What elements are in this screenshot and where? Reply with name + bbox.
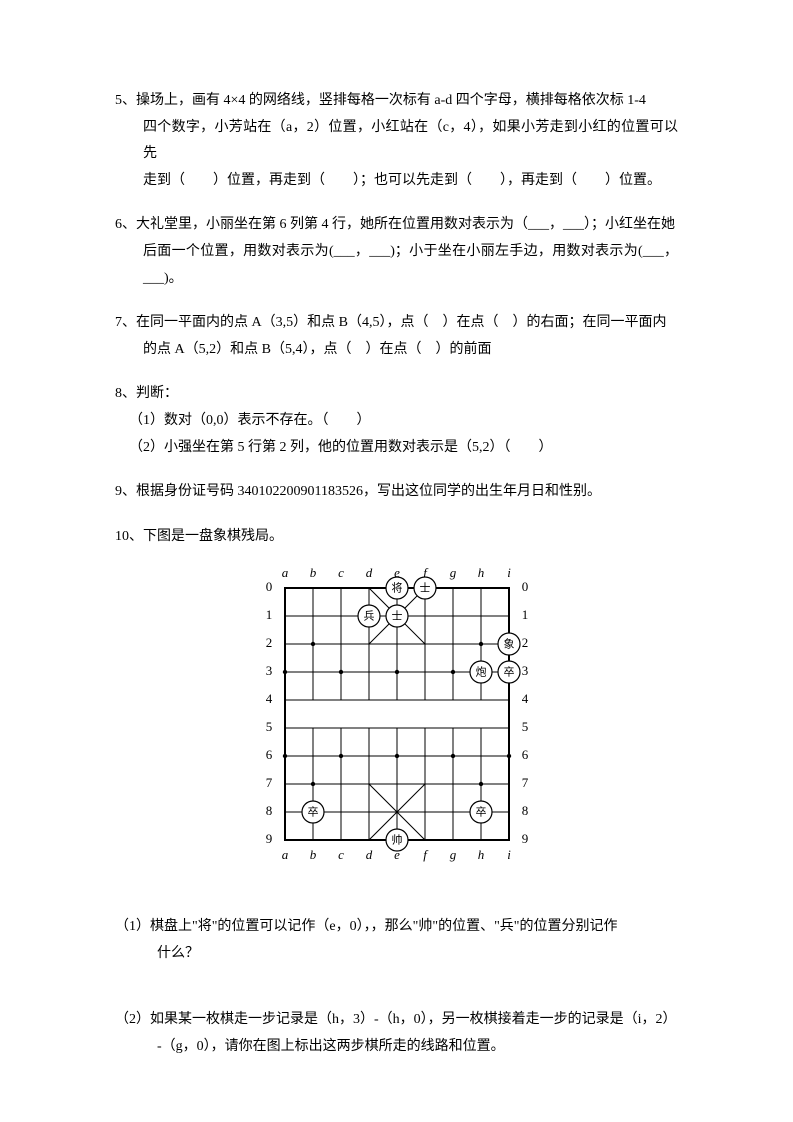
question-7: 7、在同一平面内的点 A（3,5）和点 B（4,5），点（ ）在点（ ）的右面；… bbox=[115, 310, 678, 363]
q10-sub1-l1: （1）棋盘上"将"的位置可以记作（e，0），，那么"帅"的位置、"兵"的位置分别… bbox=[115, 919, 618, 934]
q9-text: 根据身份证号码 340102200901183526，写出这位同学的出生年月日和… bbox=[136, 484, 601, 499]
svg-text:h: h bbox=[477, 847, 484, 862]
svg-text:i: i bbox=[507, 565, 511, 580]
q5-l2: 四个数字，小芳站在（a，2）位置，小红站在（c，4），如果小芳走到小红的位置可以… bbox=[115, 115, 678, 168]
chess-board: aabbccddeeffgghhii00112233445566778899将士… bbox=[237, 558, 557, 888]
svg-text:2: 2 bbox=[521, 635, 528, 650]
q10-sub2-l2: -（g，0），请你在图上标出这两步棋所走的线路和位置。 bbox=[115, 1034, 678, 1061]
svg-text:5: 5 bbox=[521, 719, 528, 734]
q7-l2: 的点 A（5,2）和点 B（5,4），点（ ）在点（ ）的前面 bbox=[115, 337, 678, 364]
svg-text:兵: 兵 bbox=[363, 610, 374, 623]
q10-sub2-l1: （2）如果某一枚棋走一步记录是（h，3）-（h，0），另一枚棋接着走一步的记录是… bbox=[115, 1012, 677, 1027]
svg-text:5: 5 bbox=[265, 719, 272, 734]
svg-text:7: 7 bbox=[265, 775, 272, 790]
svg-text:炮: 炮 bbox=[475, 666, 486, 679]
svg-text:g: g bbox=[449, 847, 456, 862]
q10-sub2: （2）如果某一枚棋走一步记录是（h，3）-（h，0），另一枚棋接着走一步的记录是… bbox=[115, 1007, 678, 1060]
q8-num: 8、 bbox=[115, 386, 136, 401]
svg-text:象: 象 bbox=[503, 638, 514, 651]
svg-text:将: 将 bbox=[391, 582, 402, 595]
q6-l1: 大礼堂里，小丽坐在第 6 列第 4 行，她所在位置用数对表示为（___，___）… bbox=[136, 217, 675, 232]
svg-text:2: 2 bbox=[265, 635, 272, 650]
svg-text:1: 1 bbox=[521, 607, 528, 622]
question-5: 5、操场上，画有 4×4 的网络线，竖排每格一次标有 a-d 四个字母，横排每格… bbox=[115, 88, 678, 194]
q8-sub1: （1）数对（0,0）表示不存在。（ ） bbox=[115, 408, 678, 435]
svg-text:卒: 卒 bbox=[307, 805, 318, 819]
q6-l2: 后面一个位置，用数对表示为(___，___)；小于坐在小丽左手边，用数对表示为(… bbox=[115, 239, 678, 292]
q6-num: 6、 bbox=[115, 217, 136, 232]
svg-text:f: f bbox=[423, 847, 429, 862]
svg-text:士: 士 bbox=[391, 610, 402, 623]
q10-num: 10、 bbox=[115, 529, 143, 544]
svg-text:d: d bbox=[365, 565, 372, 580]
svg-text:9: 9 bbox=[265, 831, 272, 846]
q8-sub2: （2）小强坐在第 5 行第 2 列，他的位置用数对表示是（5,2）（ ） bbox=[115, 435, 678, 462]
q10-sub1-l2: 什么？ bbox=[115, 941, 678, 968]
svg-text:帅: 帅 bbox=[391, 834, 402, 847]
svg-text:9: 9 bbox=[521, 831, 528, 846]
svg-text:3: 3 bbox=[265, 663, 272, 678]
svg-text:7: 7 bbox=[521, 775, 528, 790]
svg-text:4: 4 bbox=[521, 691, 528, 706]
chess-svg: aabbccddeeffgghhii00112233445566778899将士… bbox=[237, 558, 557, 888]
svg-text:卒: 卒 bbox=[475, 805, 486, 819]
svg-text:0: 0 bbox=[521, 579, 528, 594]
q10-sub1: （1）棋盘上"将"的位置可以记作（e，0），，那么"帅"的位置、"兵"的位置分别… bbox=[115, 914, 678, 967]
svg-text:h: h bbox=[477, 565, 484, 580]
question-9: 9、根据身份证号码 340102200901183526，写出这位同学的出生年月… bbox=[115, 479, 678, 506]
svg-text:d: d bbox=[365, 847, 372, 862]
svg-text:3: 3 bbox=[521, 663, 528, 678]
svg-text:b: b bbox=[309, 847, 316, 862]
svg-text:c: c bbox=[338, 847, 344, 862]
chess-container: aabbccddeeffgghhii00112233445566778899将士… bbox=[115, 558, 678, 899]
svg-text:c: c bbox=[338, 565, 344, 580]
svg-text:8: 8 bbox=[265, 803, 272, 818]
question-6: 6、大礼堂里，小丽坐在第 6 列第 4 行，她所在位置用数对表示为（___，__… bbox=[115, 212, 678, 292]
question-8: 8、判断： （1）数对（0,0）表示不存在。（ ） （2）小强坐在第 5 行第 … bbox=[115, 381, 678, 461]
svg-text:卒: 卒 bbox=[503, 665, 514, 679]
svg-text:4: 4 bbox=[265, 691, 272, 706]
q9-num: 9、 bbox=[115, 484, 136, 499]
svg-text:8: 8 bbox=[521, 803, 528, 818]
q7-l1: 在同一平面内的点 A（3,5）和点 B（4,5），点（ ）在点（ ）的右面；在同… bbox=[136, 315, 666, 330]
svg-text:i: i bbox=[507, 847, 511, 862]
svg-text:a: a bbox=[281, 565, 288, 580]
svg-text:0: 0 bbox=[265, 579, 272, 594]
svg-text:士: 士 bbox=[419, 582, 430, 595]
svg-text:1: 1 bbox=[265, 607, 272, 622]
question-10: 10、下图是一盘象棋残局。 bbox=[115, 524, 678, 551]
svg-text:6: 6 bbox=[265, 747, 272, 762]
q7-num: 7、 bbox=[115, 315, 136, 330]
svg-text:b: b bbox=[309, 565, 316, 580]
q10-title: 下图是一盘象棋残局。 bbox=[143, 529, 283, 544]
q5-num: 5、 bbox=[115, 93, 136, 108]
q5-l3: 走到（ ）位置，再走到（ ）；也可以先走到（ ），再走到（ ）位置。 bbox=[115, 168, 678, 195]
q5-l1: 操场上，画有 4×4 的网络线，竖排每格一次标有 a-d 四个字母，横排每格依次… bbox=[136, 93, 646, 108]
svg-text:6: 6 bbox=[521, 747, 528, 762]
q8-title: 判断： bbox=[136, 386, 178, 401]
svg-text:g: g bbox=[449, 565, 456, 580]
svg-text:a: a bbox=[281, 847, 288, 862]
